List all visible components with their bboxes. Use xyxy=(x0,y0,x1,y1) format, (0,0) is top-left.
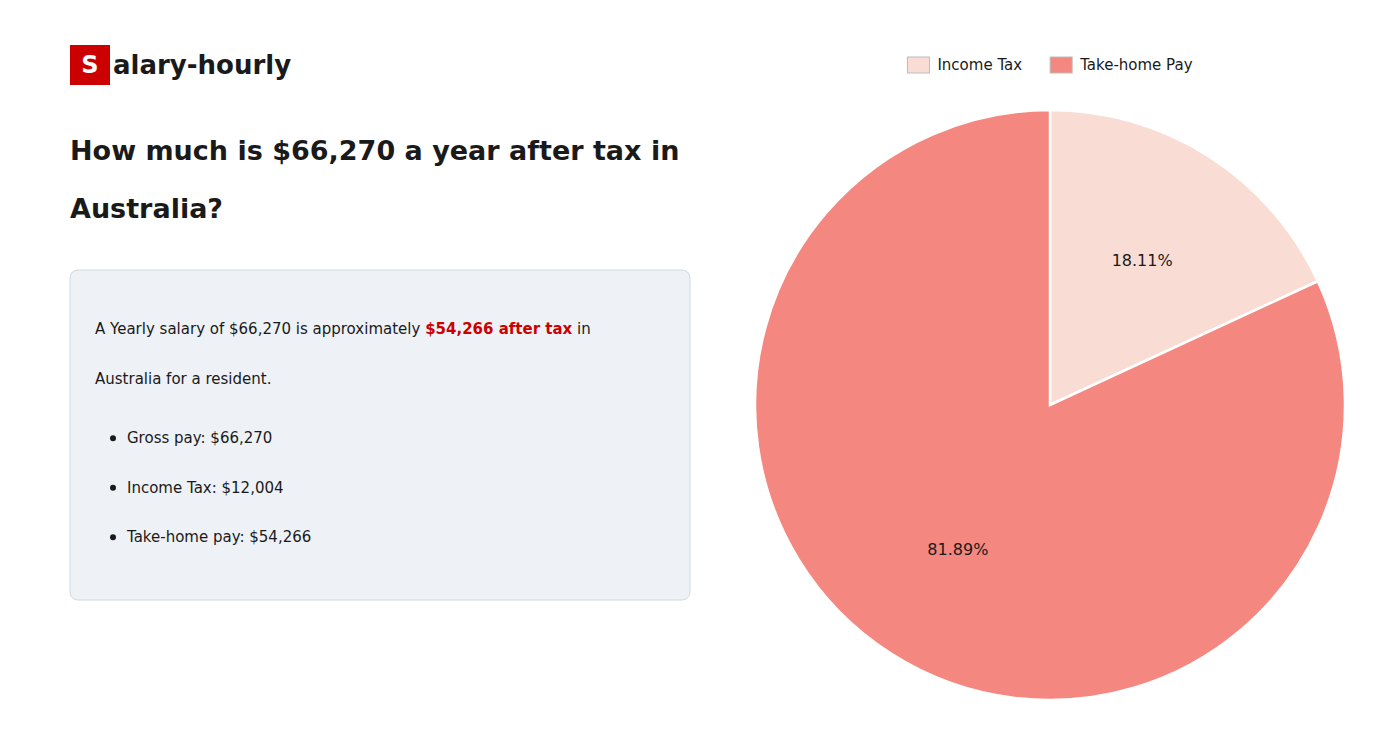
logo: Salary-hourly xyxy=(70,45,291,85)
legend-item: Income Tax xyxy=(907,56,1022,74)
info-text: A Yearly salary of $66,270 is approximat… xyxy=(95,320,425,338)
info-text: in xyxy=(572,320,590,338)
legend-label: Income Tax xyxy=(937,56,1022,74)
logo-text: alary-hourly xyxy=(113,50,291,80)
data-label: 18.11% xyxy=(1112,251,1173,270)
info-box-background xyxy=(70,270,690,600)
data-labels: 18.11% 81.89% xyxy=(927,251,1172,558)
title-line: How much is $66,270 a year after tax in xyxy=(70,135,679,166)
bullet-item: Income Tax: $12,004 xyxy=(127,479,284,497)
info-line: Australia for a resident. xyxy=(95,370,271,388)
info-box: A Yearly salary of $66,270 is approximat… xyxy=(70,270,690,600)
info-line: A Yearly salary of $66,270 is approximat… xyxy=(95,320,591,338)
pie xyxy=(755,110,1345,700)
legend-item: Take-home Pay xyxy=(1050,56,1193,74)
bullet xyxy=(110,435,116,441)
pie-slice xyxy=(755,110,1345,700)
title-line: Australia? xyxy=(70,193,223,224)
bullet xyxy=(110,534,116,540)
legend-swatch xyxy=(1050,57,1072,73)
bullet-item: Gross pay: $66,270 xyxy=(127,429,272,447)
legend-swatch xyxy=(907,57,929,73)
logo-letter: S xyxy=(81,51,98,79)
chart: Salary-hourly How much is $66,270 a year … xyxy=(0,0,1400,750)
legend: Income Tax Take-home Pay xyxy=(907,56,1192,74)
title: How much is $66,270 a year after tax in A… xyxy=(70,135,679,224)
info-highlight: $54,266 after tax xyxy=(425,320,572,338)
bullet-item: Take-home pay: $54,266 xyxy=(126,528,311,546)
data-label: 81.89% xyxy=(927,540,988,559)
bullet xyxy=(110,485,116,491)
logo-box xyxy=(70,45,110,85)
legend-label: Take-home Pay xyxy=(1079,56,1193,74)
